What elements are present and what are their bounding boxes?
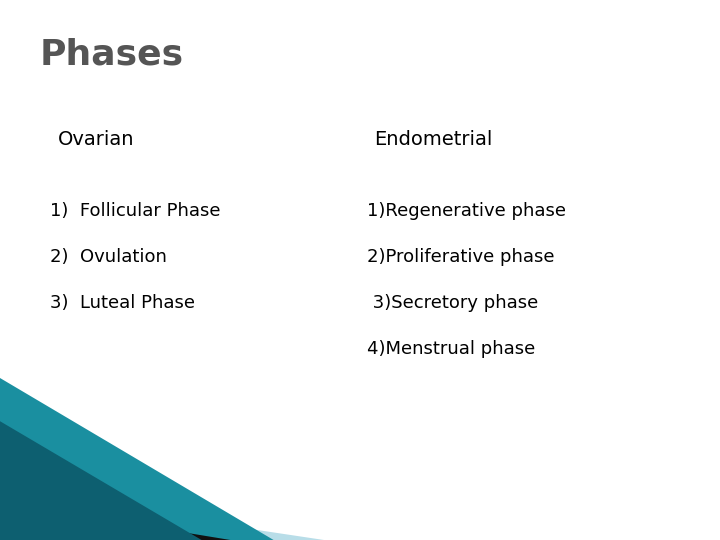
Text: Phases: Phases bbox=[40, 38, 184, 72]
Text: 1)  Follicular Phase: 1) Follicular Phase bbox=[50, 202, 221, 220]
Text: 3)  Luteal Phase: 3) Luteal Phase bbox=[50, 294, 195, 312]
Text: 2)  Ovulation: 2) Ovulation bbox=[50, 248, 167, 266]
Polygon shape bbox=[0, 491, 324, 540]
Polygon shape bbox=[0, 421, 202, 540]
Text: 3)Secretory phase: 3)Secretory phase bbox=[367, 294, 539, 312]
Text: 1)Regenerative phase: 1)Regenerative phase bbox=[367, 202, 566, 220]
Polygon shape bbox=[0, 378, 274, 540]
Text: Ovarian: Ovarian bbox=[58, 130, 134, 148]
Text: Endometrial: Endometrial bbox=[374, 130, 492, 148]
Text: 2)Proliferative phase: 2)Proliferative phase bbox=[367, 248, 554, 266]
Text: 4)Menstrual phase: 4)Menstrual phase bbox=[367, 340, 536, 358]
Polygon shape bbox=[0, 502, 230, 540]
